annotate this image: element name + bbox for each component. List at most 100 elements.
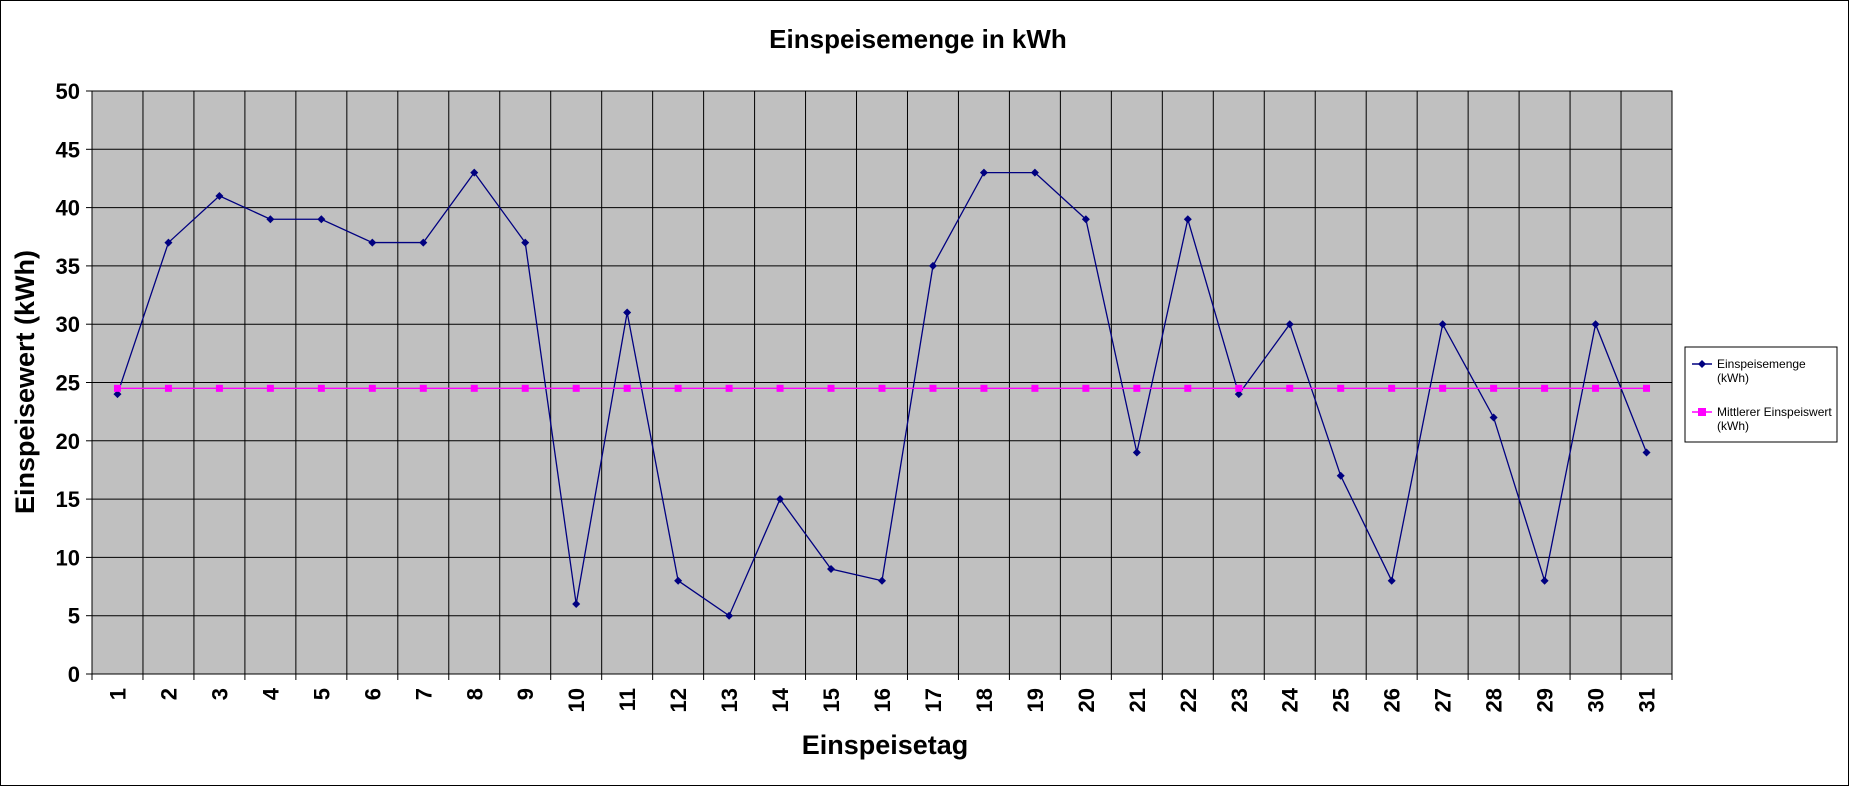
x-axis-ticks: 1 2 3 4 5 6 7 8 9 10 11 12 13 14 15 16 17 18 19 20 21 22 23 24 2… [91,674,1673,712]
legend-diamond-icon [1698,360,1706,368]
data-point-einspeisemenge [1285,320,1294,329]
x-tick-label: 6 [360,688,385,700]
data-point-einspeisemenge [776,495,785,504]
x-tick-label: 29 [1533,688,1558,712]
data-point-einspeisemenge [1183,215,1192,224]
x-tick-label: 4 [258,687,283,700]
data-point-mittlerer-einspeiswert [878,384,886,392]
y-tick-label: 10 [56,545,80,570]
x-tick-label: 19 [1023,688,1048,712]
x-tick-label: 28 [1482,688,1507,712]
data-point-mittlerer-einspeiswert [1592,384,1600,392]
x-tick-label: 1 [105,688,130,700]
x-tick-label: 18 [972,688,997,712]
data-point-mittlerer-einspeiswert [980,384,988,392]
x-tick-label: 14 [768,687,793,712]
data-point-mittlerer-einspeiswert [113,384,121,392]
data-point-einspeisemenge [878,576,886,585]
data-point-mittlerer-einspeiswert [164,384,172,392]
data-point-mittlerer-einspeiswert [1439,384,1447,392]
series-layer [113,168,1651,620]
data-point-mittlerer-einspeiswert [470,384,478,392]
data-point-einspeisemenge [1642,448,1651,457]
y-tick-label: 30 [56,312,80,337]
legend: Einspeisemenge (kWh) Mittlerer Einspeisw… [1684,346,1838,443]
x-tick-label: 16 [870,688,895,712]
data-point-einspeisemenge [674,576,683,585]
data-point-mittlerer-einspeiswert [1286,384,1294,392]
data-point-mittlerer-einspeiswert [317,384,325,392]
data-point-einspeisemenge [317,215,326,224]
data-point-mittlerer-einspeiswert [572,384,580,392]
data-point-mittlerer-einspeiswert [776,384,784,392]
x-tick-label: 30 [1584,688,1609,712]
data-point-einspeisemenge [1081,215,1090,224]
x-tick-label: 3 [207,688,232,700]
data-point-mittlerer-einspeiswert [1031,384,1039,392]
x-tick-label: 31 [1635,688,1660,712]
data-point-einspeisemenge [1234,390,1243,399]
x-tick-label: 13 [717,688,742,712]
data-point-mittlerer-einspeiswert [929,384,937,392]
data-point-mittlerer-einspeiswert [1133,384,1141,392]
x-tick-label: 24 [1278,687,1303,712]
data-point-einspeisemenge [1591,320,1600,329]
data-point-mittlerer-einspeiswert [1082,384,1090,392]
data-point-mittlerer-einspeiswert [368,384,376,392]
data-point-einspeisemenge [1489,413,1498,422]
data-point-einspeisemenge [1336,471,1345,480]
data-point-einspeisemenge [1132,448,1141,457]
data-point-mittlerer-einspeiswert [215,384,223,392]
data-point-einspeisemenge [419,238,428,247]
x-tick-label: 5 [309,688,334,700]
x-tick-label: 22 [1176,688,1201,712]
y-axis-ticks: 0 5 10 15 20 25 30 35 40 45 50 [56,79,92,687]
data-point-einspeisemenge [113,390,122,399]
y-tick-label: 25 [56,371,80,396]
data-point-einspeisemenge [368,238,377,247]
data-point-mittlerer-einspeiswert [725,384,733,392]
data-point-einspeisemenge [928,261,937,270]
data-point-einspeisemenge [470,168,479,177]
x-tick-label: 12 [666,688,691,712]
data-point-mittlerer-einspeiswert [1490,384,1498,392]
data-point-mittlerer-einspeiswert [419,384,427,392]
data-point-einspeisemenge [979,168,988,177]
data-point-einspeisemenge [215,191,224,200]
legend-item-einspeisemenge: Einspeisemenge (kWh) [1692,357,1806,385]
x-tick-label: 15 [819,688,844,712]
y-tick-label: 5 [68,604,80,629]
data-point-mittlerer-einspeiswert [1235,384,1243,392]
legend-label-mittlerer: Mittlerer Einspeiswert [1717,405,1832,419]
data-point-mittlerer-einspeiswert [1643,384,1651,392]
y-tick-label: 20 [56,429,80,454]
data-point-mittlerer-einspeiswert [521,384,529,392]
data-point-einspeisemenge [266,215,275,224]
data-point-mittlerer-einspeiswert [674,384,682,392]
chart-title: Einspeisemenge in kWh [769,24,1067,54]
x-tick-label: 7 [411,688,436,700]
data-point-mittlerer-einspeiswert [1184,384,1192,392]
y-tick-label: 0 [68,662,80,687]
data-point-einspeisemenge [725,611,734,620]
x-tick-label: 8 [462,688,487,700]
x-tick-label: 23 [1227,688,1252,712]
legend-box [1684,346,1838,443]
x-axis-label: Einspeisetag [802,730,969,760]
data-point-mittlerer-einspeiswert [1541,384,1549,392]
x-tick-label: 20 [1074,688,1099,712]
data-point-einspeisemenge [1438,320,1447,329]
y-axis-label: Einspeisewert (kWh) [10,250,40,514]
x-tick-label: 2 [156,688,181,700]
data-point-mittlerer-einspeiswert [266,384,274,392]
legend-label-einspeisemenge: Einspeisemenge [1717,357,1806,371]
data-point-einspeisemenge [1540,576,1549,585]
data-point-einspeisemenge [1030,168,1039,177]
gridlines [92,91,1672,674]
y-tick-label: 15 [56,487,80,512]
data-point-einspeisemenge [521,238,530,247]
legend-square-icon [1698,408,1706,416]
data-point-mittlerer-einspeiswert [1337,384,1345,392]
data-point-einspeisemenge [1387,576,1396,585]
legend-item-mittlerer-einspeiswert: Mittlerer Einspeiswert (kWh) [1692,405,1832,433]
